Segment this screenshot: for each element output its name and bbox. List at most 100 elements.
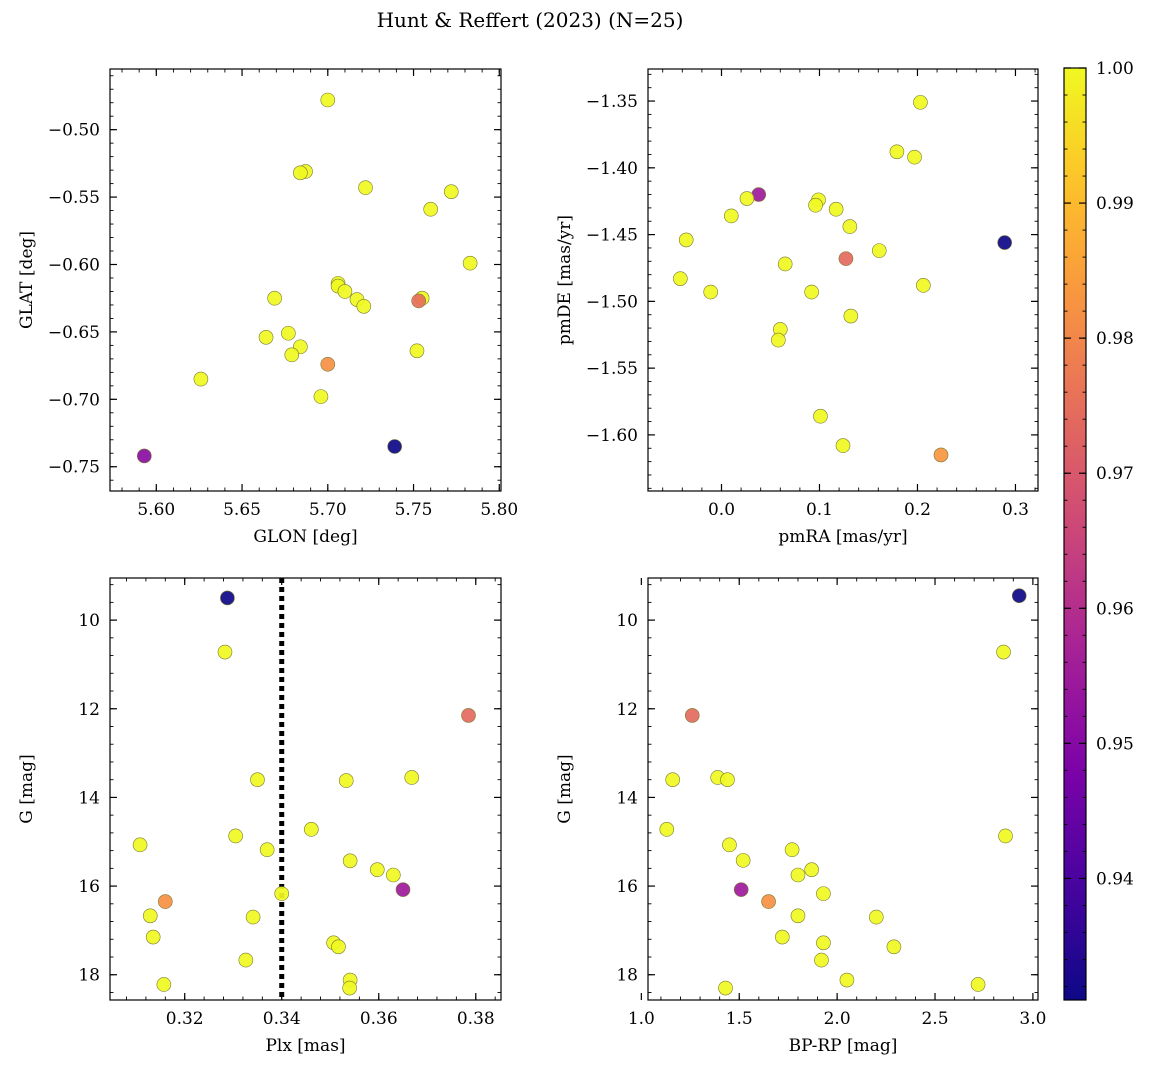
x-tick-label: 5.65 bbox=[223, 500, 261, 520]
scatter-point bbox=[665, 772, 680, 787]
x-axis-label: pmRA [mas/yr] bbox=[778, 527, 907, 547]
panels: 5.60 5.65 5.70 5.75 5.80 −0.50 −0.55 −0.60 −0.65… bbox=[17, 68, 1046, 1056]
scatter-point bbox=[835, 438, 851, 453]
x-tick-label: 2.5 bbox=[921, 1009, 948, 1029]
scatter-point bbox=[145, 929, 161, 945]
y-tick-label: −0.70 bbox=[48, 390, 100, 410]
scatter-point bbox=[723, 208, 739, 224]
scatter-point bbox=[733, 882, 749, 897]
scatter-point bbox=[404, 770, 420, 785]
scatter-point bbox=[1011, 588, 1027, 604]
scatter-point bbox=[790, 867, 806, 883]
axes-frame bbox=[109, 68, 502, 492]
scatter-point bbox=[142, 908, 158, 924]
scatter-point bbox=[387, 439, 402, 454]
scatter-point bbox=[771, 332, 786, 348]
scatter-point bbox=[777, 256, 793, 272]
scatter-point bbox=[369, 862, 385, 877]
axes-frame bbox=[647, 68, 1039, 492]
scatter-point bbox=[331, 939, 346, 955]
plot-area bbox=[673, 95, 1012, 463]
y-tick-label: 18 bbox=[616, 966, 638, 986]
scatter-point bbox=[886, 939, 902, 955]
scatter-point bbox=[342, 853, 358, 869]
y-axis-label: G [mag] bbox=[555, 754, 575, 823]
scatter-point bbox=[678, 232, 694, 248]
scatter-point bbox=[814, 952, 829, 968]
colorbar-gradient bbox=[1064, 68, 1086, 1000]
scatter-point bbox=[461, 708, 476, 723]
scatter-point bbox=[673, 271, 688, 286]
x-tick-label: 0.36 bbox=[360, 1009, 398, 1029]
scatter-point bbox=[395, 882, 411, 897]
plot-area bbox=[136, 92, 478, 464]
scatter-point bbox=[804, 284, 819, 300]
scatter-point bbox=[293, 165, 308, 181]
scatter-point bbox=[933, 447, 949, 463]
y-tick-label: 12 bbox=[616, 700, 638, 720]
plot-area bbox=[132, 578, 476, 1000]
y-tick-label: −0.60 bbox=[48, 255, 100, 275]
x-tick-label: 5.60 bbox=[137, 500, 175, 520]
scatter-point bbox=[250, 772, 265, 787]
x-tick-label: 1.0 bbox=[628, 1009, 655, 1029]
scatter-point bbox=[775, 929, 790, 945]
panel-4: 1.0 1.5 2.0 2.5 3.0 10 12 14 16 18 BP-RP [mag] G [m… bbox=[555, 577, 1046, 1056]
scatter-point bbox=[423, 201, 438, 217]
y-tick-label: 16 bbox=[78, 877, 100, 897]
scatter-point bbox=[839, 972, 855, 988]
y-tick-label: −1.55 bbox=[586, 359, 638, 379]
x-tick-label: 1.5 bbox=[726, 1009, 753, 1029]
colorbar-tick-label: 0.99 bbox=[1096, 194, 1134, 214]
scatter-point bbox=[816, 886, 831, 901]
scatter-point bbox=[338, 773, 354, 788]
x-tick-label: 0.34 bbox=[263, 1009, 301, 1029]
scatter-point bbox=[320, 356, 336, 372]
scatter-point bbox=[386, 867, 401, 883]
scatter-point bbox=[132, 837, 148, 853]
scatter-point bbox=[970, 977, 986, 992]
panel-2: 0.0 0.1 0.2 0.3 −1.35 −1.40 −1.45 −1.50 −1.55 −1.… bbox=[555, 68, 1039, 547]
figure-title: Hunt & Reffert (2023) (N=25) bbox=[377, 8, 684, 32]
scatter-point bbox=[411, 293, 426, 309]
scatter-point bbox=[313, 389, 329, 404]
x-tick-label: 0.0 bbox=[708, 500, 735, 520]
y-tick-label: −1.35 bbox=[586, 92, 638, 112]
y-tick-label: 18 bbox=[78, 966, 100, 986]
scatter-point bbox=[356, 298, 372, 314]
scatter-point bbox=[735, 853, 751, 868]
scatter-point bbox=[462, 255, 478, 271]
x-tick-label: 0.38 bbox=[457, 1009, 495, 1029]
scatter-point bbox=[659, 822, 675, 837]
scatter-point bbox=[816, 935, 831, 951]
scatter-point bbox=[259, 842, 275, 858]
colorbar-tick-label: 0.97 bbox=[1096, 464, 1134, 484]
scatter-point bbox=[220, 590, 235, 606]
scatter-point bbox=[267, 290, 282, 306]
scatter-point bbox=[916, 278, 931, 293]
y-axis-label: G [mag] bbox=[17, 754, 37, 823]
colorbar: 0.94 0.95 0.96 0.97 0.98 0.99 1.00 bbox=[1063, 59, 1134, 1001]
scatter-point bbox=[217, 644, 233, 660]
y-tick-label: −1.40 bbox=[586, 159, 638, 179]
scatter-point bbox=[136, 448, 152, 464]
scatter-point bbox=[274, 886, 290, 901]
scatter-point bbox=[997, 235, 1012, 250]
scatter-point bbox=[258, 330, 274, 345]
scatter-point bbox=[907, 149, 922, 165]
scatter-point bbox=[804, 862, 819, 877]
scatter-point bbox=[761, 894, 776, 909]
colorbar-tick-label: 0.95 bbox=[1096, 734, 1134, 754]
scatter-point bbox=[238, 952, 254, 968]
colorbar-tick-label: 0.98 bbox=[1096, 329, 1134, 349]
scatter-point bbox=[284, 347, 300, 363]
panel-1: 5.60 5.65 5.70 5.75 5.80 −0.50 −0.55 −0.60 −0.65… bbox=[17, 68, 518, 547]
x-tick-label: 0.32 bbox=[166, 1009, 204, 1029]
y-tick-label: 10 bbox=[616, 611, 638, 631]
scatter-point bbox=[684, 708, 700, 723]
scatter-point bbox=[722, 837, 737, 853]
plot-area bbox=[659, 588, 1027, 996]
colorbar-tick-label: 0.96 bbox=[1096, 599, 1134, 619]
x-tick-label: 5.80 bbox=[480, 500, 518, 520]
y-axis-label: pmDE [mas/yr] bbox=[555, 215, 575, 345]
